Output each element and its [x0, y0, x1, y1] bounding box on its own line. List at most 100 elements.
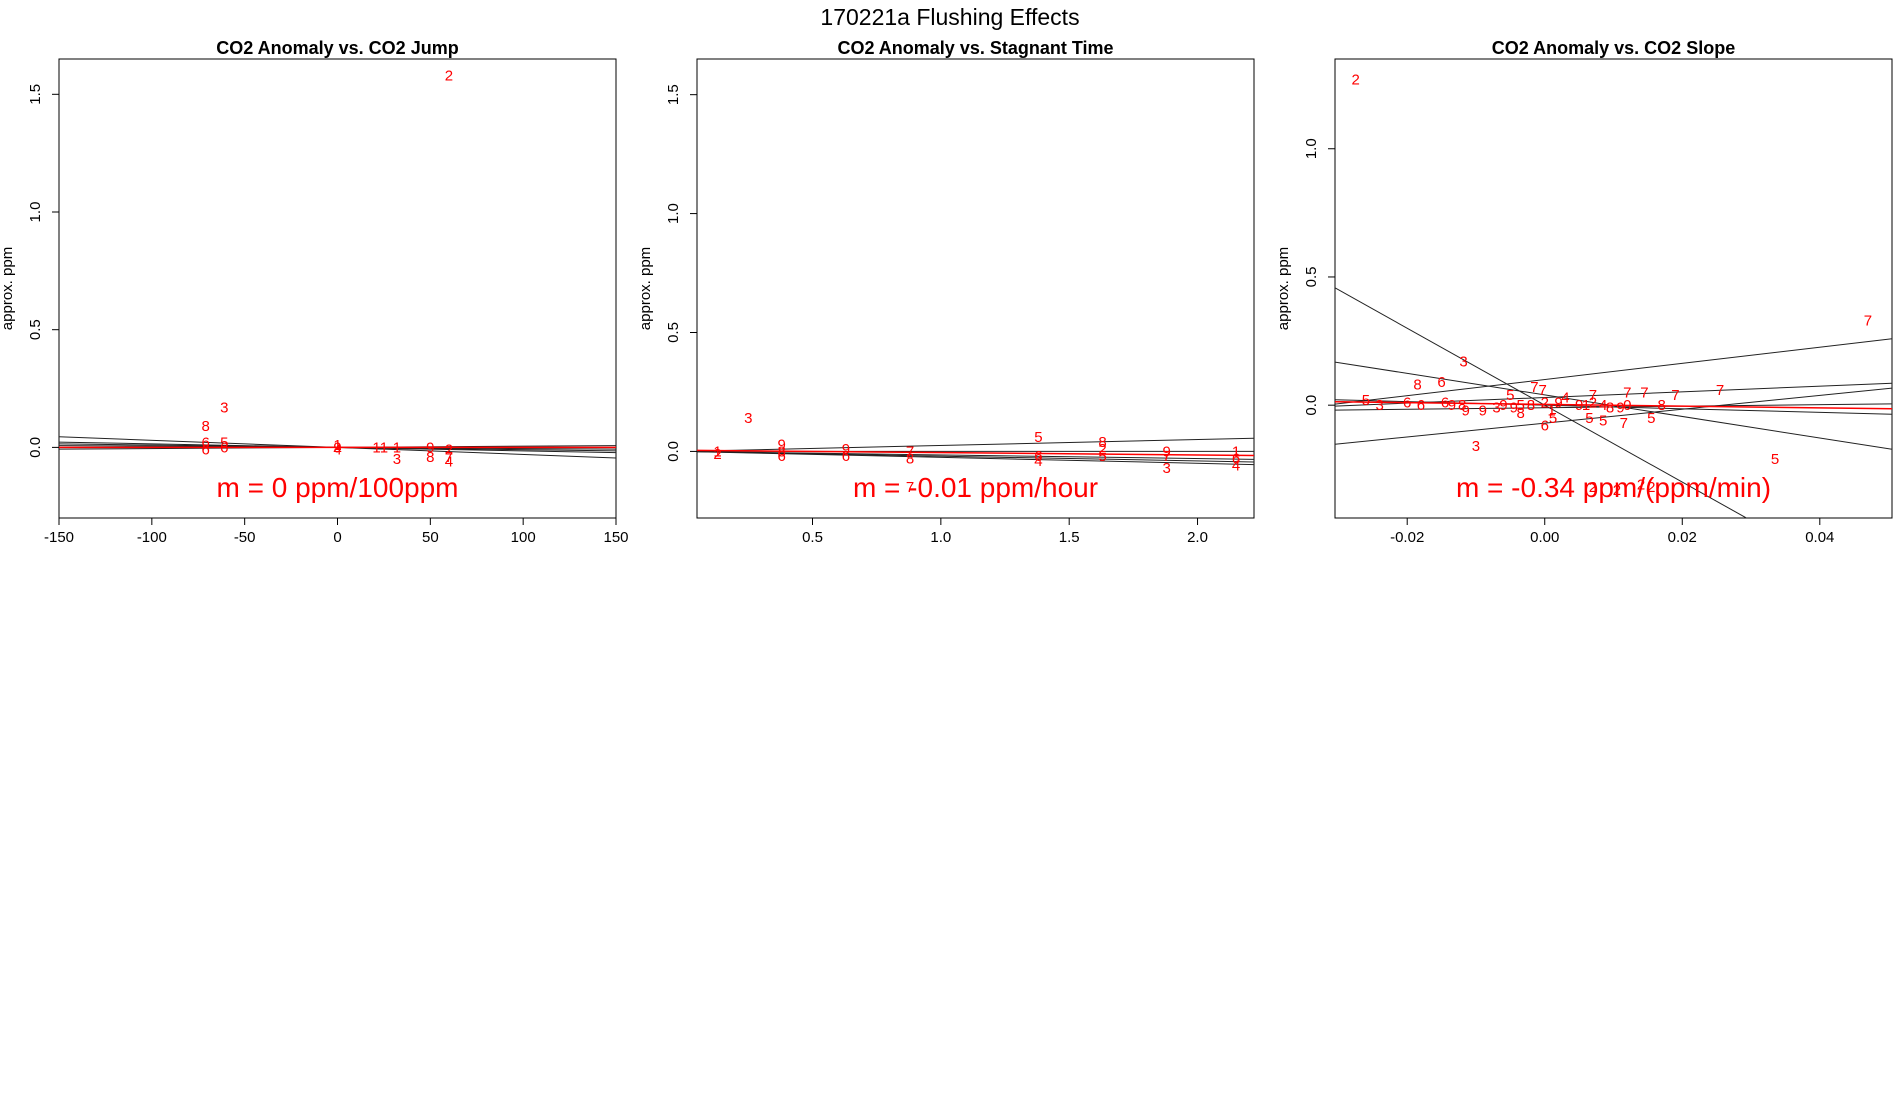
- data-point: 3: [220, 399, 228, 416]
- y-axis-label: approx. ppm: [0, 247, 16, 330]
- data-point: 9: [1163, 443, 1171, 460]
- data-point: 7: [1623, 384, 1631, 401]
- data-point: 7: [1716, 382, 1724, 399]
- data-point: 2: [713, 446, 721, 463]
- data-point: 7: [445, 449, 453, 466]
- fit-line: [697, 437, 1254, 452]
- plot-frame: [696, 58, 1255, 519]
- x-tick-label: 0.00: [1530, 529, 1559, 546]
- data-point: 7: [1620, 415, 1628, 432]
- data-point: 8: [1657, 397, 1665, 414]
- data-point: 4: [333, 442, 341, 459]
- data-point: 9: [1616, 400, 1624, 417]
- data-point: 2: [1637, 477, 1645, 494]
- data-point: 7: [1530, 379, 1538, 396]
- x-tick-label: 50: [422, 529, 439, 546]
- y-tick-label: 0.5: [665, 322, 682, 343]
- x-tick-label: 1.0: [930, 529, 951, 546]
- data-point: 3: [1163, 460, 1171, 477]
- data-point: 6: [202, 435, 210, 452]
- data-point: 2: [1351, 72, 1359, 89]
- data-point: 8: [1458, 397, 1466, 414]
- data-point: 5: [1599, 413, 1607, 430]
- data-point: 3: [1492, 400, 1500, 417]
- data-point: 7: [1538, 382, 1546, 399]
- x-tick-label: 150: [603, 529, 628, 546]
- data-point: 4: [445, 454, 453, 471]
- data-point: 7: [1589, 387, 1597, 404]
- data-point: 4: [1599, 397, 1607, 414]
- data-point: 0: [1623, 397, 1631, 414]
- data-point: 5: [1506, 387, 1514, 404]
- data-point: 6: [202, 442, 210, 459]
- data-point: 6: [842, 448, 850, 465]
- data-point: 7: [1163, 448, 1171, 465]
- fit-line: [1335, 403, 1892, 411]
- x-tick-label: 0: [333, 529, 341, 546]
- data-point: 7: [1671, 387, 1679, 404]
- y-tick-label: 0.5: [1303, 267, 1320, 288]
- data-point: 5: [1516, 397, 1524, 414]
- data-point: 1: [393, 439, 401, 456]
- data-point: 1: [713, 443, 721, 460]
- x-tick-label: -50: [234, 529, 256, 546]
- y-tick-label: 0.0: [27, 437, 44, 458]
- data-point: 9: [426, 439, 434, 456]
- data-point: 8: [1606, 400, 1614, 417]
- data-point: 8: [202, 418, 210, 435]
- fit-line: [697, 451, 1254, 466]
- y-axis-label: approx. ppm: [1275, 247, 1292, 330]
- data-point: 3: [393, 451, 401, 468]
- y-tick-label: 0.0: [665, 441, 682, 462]
- data-point: 5: [1098, 448, 1106, 465]
- data-point: 5: [1549, 410, 1557, 427]
- data-point: 9: [778, 436, 786, 453]
- y-axis-label: approx. ppm: [637, 247, 654, 330]
- x-tick-label: 1.5: [1059, 529, 1080, 546]
- data-point: 6: [1034, 448, 1042, 465]
- data-point: 6: [1541, 418, 1549, 435]
- fit-line: [1335, 287, 1748, 518]
- data-point: 7: [906, 443, 914, 460]
- data-point: 6: [1441, 395, 1449, 412]
- data-point: 9: [1499, 397, 1507, 414]
- x-tick-label: 2.0: [1187, 529, 1208, 546]
- data-point: 5: [1362, 392, 1370, 409]
- data-point: 5: [1771, 451, 1779, 468]
- x-tick-label: 100: [511, 529, 536, 546]
- data-point: 9: [1448, 397, 1456, 414]
- fit-line: [1335, 387, 1892, 445]
- data-point: 3: [1376, 397, 1384, 414]
- plot-frame: [58, 58, 617, 519]
- data-point: 2: [1647, 479, 1655, 496]
- data-point: 2: [1589, 479, 1597, 496]
- x-tick-label: -100: [137, 529, 167, 546]
- slope-annotation: m = -0.34 ppm/(ppm/min): [1456, 472, 1771, 503]
- data-point: 6: [1232, 451, 1240, 468]
- data-point: 8: [1413, 377, 1421, 394]
- data-point: 2: [445, 67, 453, 84]
- data-point: 6: [220, 439, 228, 456]
- data-point: 6: [778, 448, 786, 465]
- plot-frame: [1334, 58, 1893, 519]
- data-point: 4: [1034, 453, 1042, 470]
- plot-panel-1: CO2 Anomaly vs. CO2 Jump approx. ppm -150 -…: [0, 38, 629, 546]
- data-point: 1: [380, 439, 388, 456]
- data-point: 7: [1640, 384, 1648, 401]
- data-point: 7: [1864, 313, 1872, 330]
- data-point: 1: [1582, 397, 1590, 414]
- x-tick-label: 0.02: [1668, 529, 1697, 546]
- slope-annotation: m = -0.01 ppm/hour: [853, 472, 1098, 503]
- data-point: 6: [1437, 374, 1445, 391]
- data-point: 9: [842, 441, 850, 458]
- data-point: 1: [1547, 402, 1555, 419]
- y-tick-label: 1.0: [27, 202, 44, 223]
- y-tick-label: 0.5: [27, 319, 44, 340]
- data-point: 5: [1585, 410, 1593, 427]
- x-tick-label: -0.02: [1390, 529, 1424, 546]
- data-point: 1: [372, 439, 380, 456]
- y-tick-label: 1.0: [665, 203, 682, 224]
- overall-fit-line: [697, 449, 1254, 457]
